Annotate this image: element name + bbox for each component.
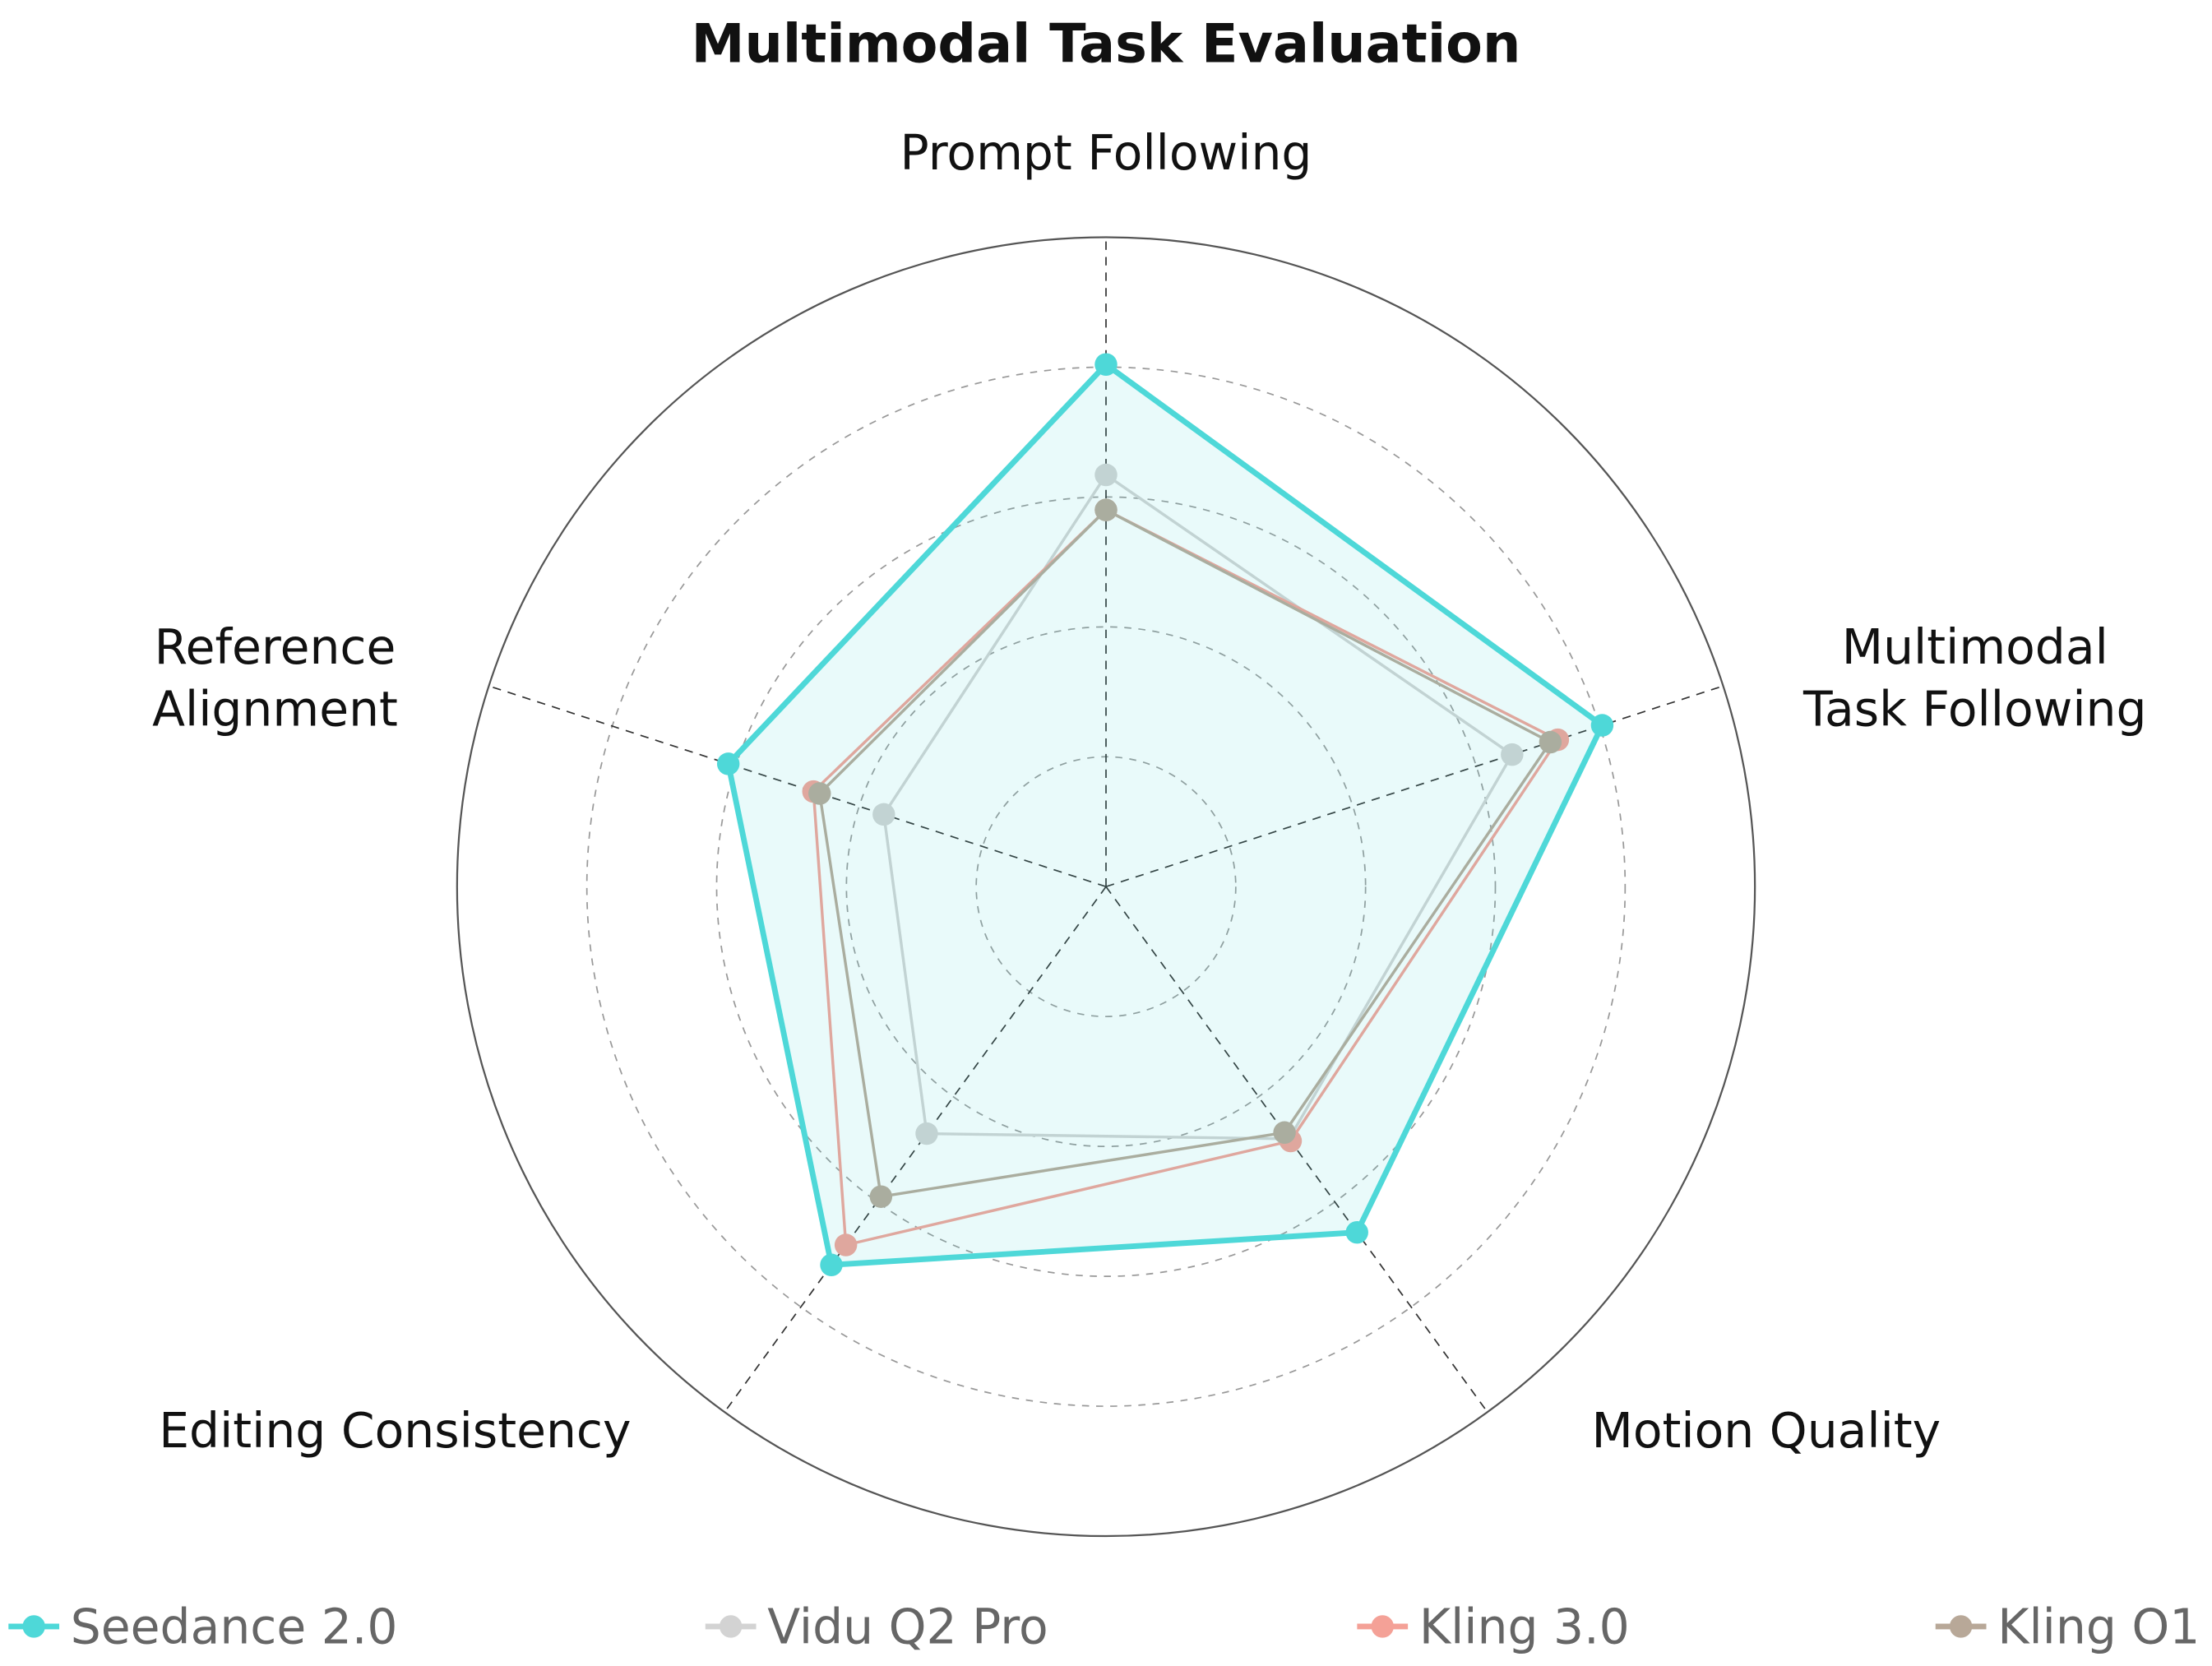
axis-label: Reference Alignment xyxy=(152,619,398,738)
axis-label-line: Prompt Following xyxy=(900,125,1312,181)
data-point[interactable] xyxy=(1094,353,1118,376)
legend-swatch-marker xyxy=(22,1615,45,1638)
axis-label: Motion Quality xyxy=(1592,1403,1941,1459)
data-point[interactable] xyxy=(1094,498,1118,521)
axis-label: Multimodal Task Following xyxy=(1802,619,2147,738)
axis-label-line: Editing Consistency xyxy=(159,1403,631,1459)
legend-item[interactable]: Kling 3.0 xyxy=(1357,1599,1630,1655)
grid-ring xyxy=(845,626,1367,1148)
data-point[interactable] xyxy=(915,1122,938,1145)
series-line xyxy=(882,473,1514,1141)
axis-label-line: Alignment xyxy=(152,681,398,737)
legend-swatch-marker xyxy=(719,1615,743,1638)
series-line xyxy=(725,361,1605,1268)
data-point[interactable] xyxy=(872,803,895,826)
axis-label: Editing Consistency xyxy=(159,1403,631,1459)
legend-item[interactable]: Kling O1 xyxy=(1935,1599,2200,1655)
axis-label-line: Multimodal xyxy=(1842,619,2108,675)
data-point[interactable] xyxy=(834,1233,858,1256)
legend-label: Vidu Q2 Pro xyxy=(767,1599,1048,1655)
legend-label: Seedance 2.0 xyxy=(71,1599,398,1655)
series-group xyxy=(716,353,1614,1277)
legend-item[interactable]: Vidu Q2 Pro xyxy=(705,1599,1048,1655)
data-point[interactable] xyxy=(1501,743,1524,766)
legend-label: Kling O1 xyxy=(1997,1599,2200,1655)
chart-title: Multimodal Task Evaluation xyxy=(692,13,1521,76)
legend[interactable]: Seedance 2.0 Vidu Q2 Pro Kling 3.0 Kling O1 xyxy=(8,1599,2200,1655)
data-point[interactable] xyxy=(1590,714,1614,737)
legend-swatch-marker xyxy=(1371,1615,1394,1638)
axis-labels: Prompt Following Multimodal Task Following… xyxy=(152,125,2146,1459)
legend-item[interactable]: Seedance 2.0 xyxy=(8,1599,398,1655)
data-point[interactable] xyxy=(808,782,831,805)
axis-label-line: Task Following xyxy=(1802,681,2147,737)
data-point[interactable] xyxy=(820,1253,843,1277)
legend-label: Kling 3.0 xyxy=(1419,1599,1630,1655)
series-line xyxy=(812,508,1560,1247)
legend-swatch-marker xyxy=(1949,1615,1973,1638)
axis-label-line: Reference xyxy=(155,619,396,675)
data-point[interactable] xyxy=(1539,730,1562,754)
data-point[interactable] xyxy=(1094,463,1118,487)
outer-ring xyxy=(456,236,1756,1538)
series-seedance-2-0 xyxy=(716,353,1614,1277)
data-point[interactable] xyxy=(869,1185,893,1208)
radar-grid xyxy=(456,236,1756,1538)
axis-label: Prompt Following xyxy=(900,125,1312,181)
series-kling-o1 xyxy=(808,498,1562,1208)
axis-label-line: Motion Quality xyxy=(1592,1403,1941,1459)
series-line xyxy=(818,508,1553,1198)
data-point[interactable] xyxy=(1345,1220,1368,1244)
data-point[interactable] xyxy=(1273,1121,1296,1145)
data-point[interactable] xyxy=(716,752,740,775)
